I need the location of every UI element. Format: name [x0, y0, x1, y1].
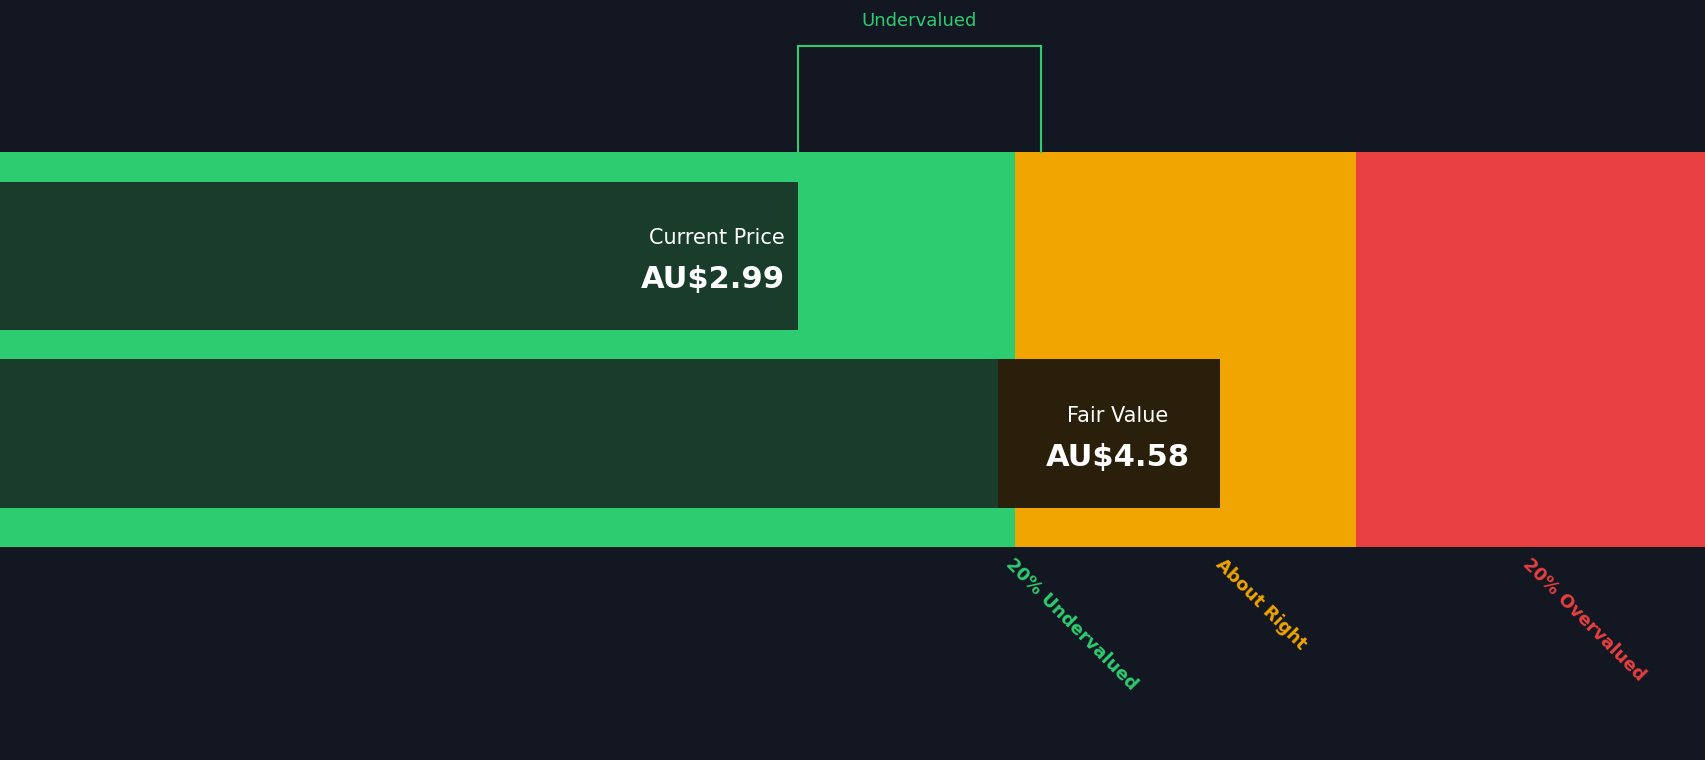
Text: 20% Overvalued: 20% Overvalued	[1519, 555, 1647, 684]
Text: Undervalued: Undervalued	[861, 12, 977, 30]
Text: About Right: About Right	[1212, 555, 1309, 653]
Text: AU$2.99: AU$2.99	[641, 265, 784, 294]
Text: Current Price: Current Price	[648, 228, 784, 248]
Bar	[997, 359, 1219, 508]
Bar	[0, 359, 1219, 508]
Text: AU$4.58: AU$4.58	[1045, 443, 1188, 472]
Text: 20% Undervalued: 20% Undervalued	[1003, 555, 1141, 693]
Bar	[0, 182, 798, 330]
Bar	[0, 152, 1014, 547]
Text: Fair Value: Fair Value	[1066, 406, 1168, 426]
Text: 34.7%: 34.7%	[861, 0, 977, 5]
Bar	[1014, 152, 1355, 547]
Bar	[1355, 152, 1705, 547]
